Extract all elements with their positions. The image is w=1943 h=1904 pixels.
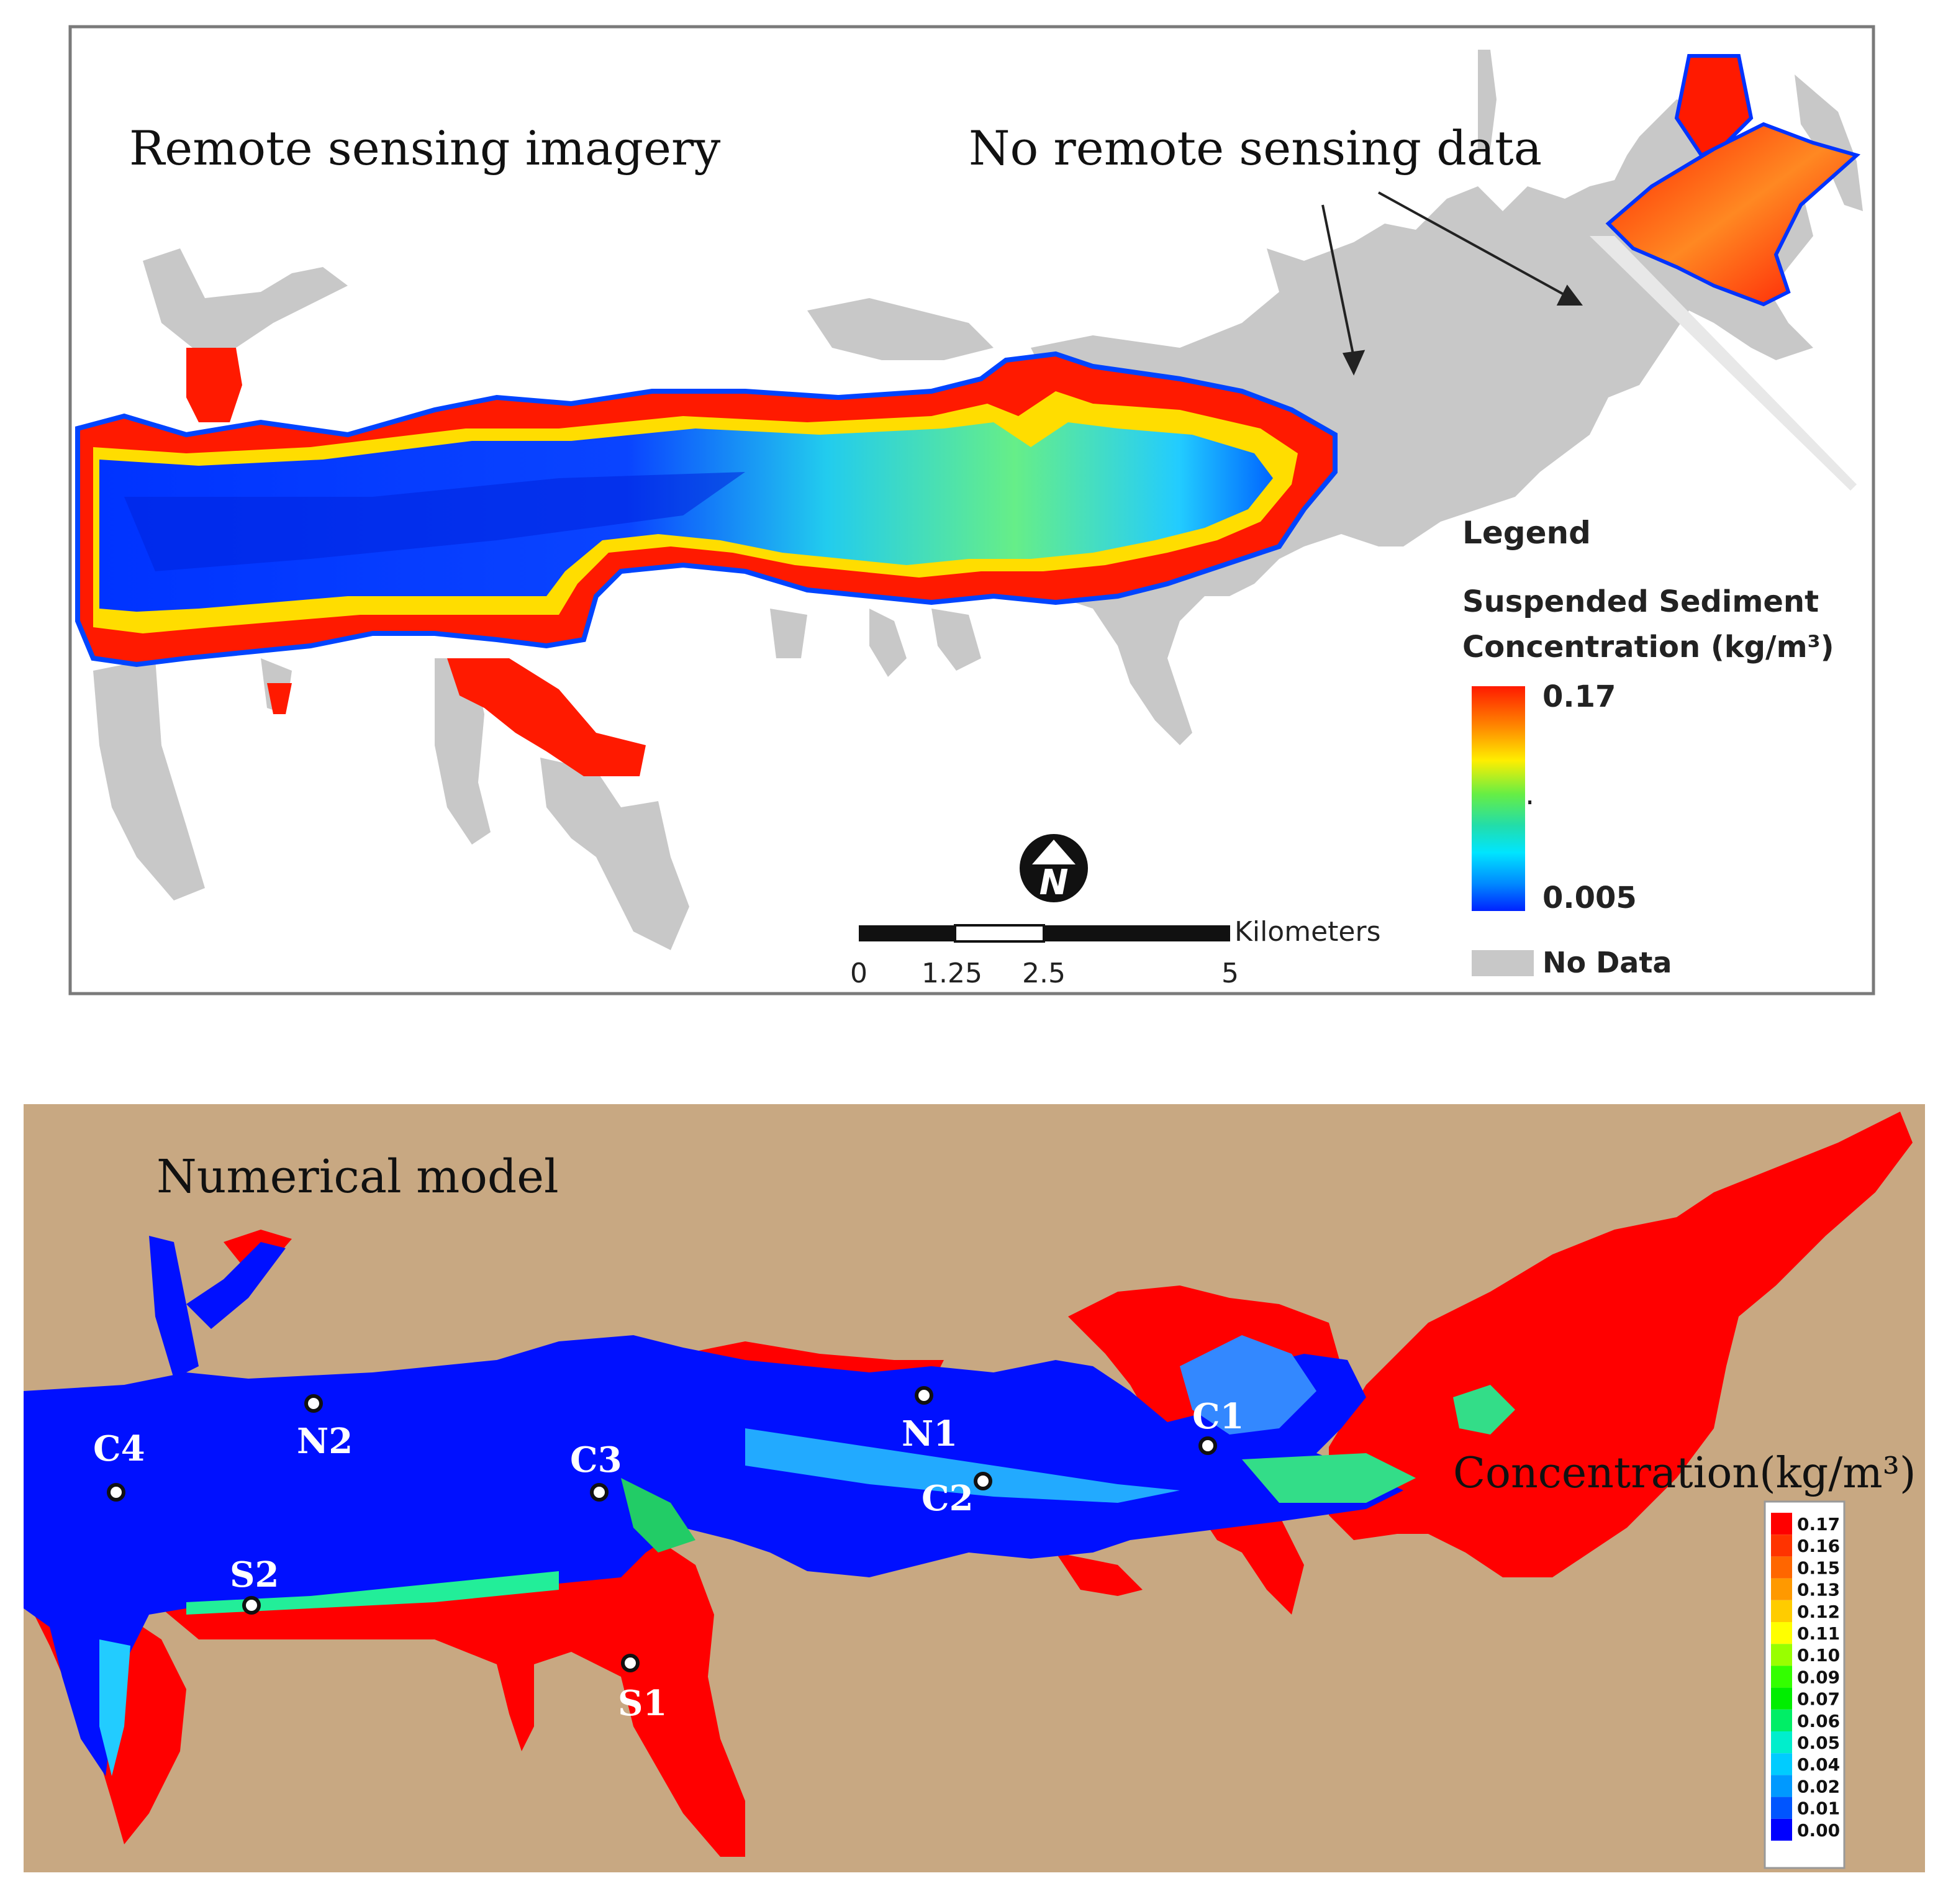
model-legend-swatch [1771,1709,1792,1731]
model-legend-swatch [1771,1775,1792,1797]
legend-subtitle-1: Suspended Sediment [1462,584,1819,619]
legend-heading: Legend [1462,515,1591,551]
remote-sensing-panel: Remote sensing imagery No remote sensing… [68,25,1875,995]
station-n1: N1 [902,1386,958,1454]
model-legend-label: 0.12 [1797,1602,1840,1622]
numerical-model-panel: Numerical model C4 N2 S2 C3 S1 [24,1104,1925,1872]
model-legend-swatch [1771,1622,1792,1644]
station-label: C4 [93,1428,145,1469]
model-legend-label: 0.04 [1797,1754,1840,1775]
model-legend-label: 0.11 [1797,1623,1840,1644]
station-markers: C4 N2 S2 C3 S1 N1 [93,1386,1244,1724]
station-label: S2 [230,1554,279,1595]
station-label: N2 [297,1421,353,1462]
model-legend-swatch [1771,1753,1792,1775]
station-label: N1 [902,1413,958,1454]
model-legend-swatch [1771,1535,1792,1557]
main-reach [75,351,1338,668]
no-data-annotation: No remote sensing data [969,120,1542,176]
legend-color-ramp [1472,686,1525,911]
model-legend-swatch [1771,1818,1792,1841]
model-legend-label: 0.06 [1797,1711,1840,1731]
legend-nodata-swatch [1472,950,1534,976]
legend-min: 0.005 [1542,881,1637,915]
scale-bar: Kilometers 0 1.25 2.5 5 [850,916,1381,989]
north-arrow-icon [1020,834,1088,902]
model-legend-swatch [1771,1666,1792,1688]
model-legend-swatch [1771,1600,1792,1622]
model-legend-swatch [1771,1797,1792,1819]
model-legend-swatch [1771,1556,1792,1579]
station-c4: C4 [93,1428,145,1502]
scale-tick-1: 1.25 [922,958,982,989]
north-arrow-letter: N [1039,863,1069,903]
high-concentration-zones [186,54,1861,776]
scale-bar-unit: Kilometers [1234,916,1381,948]
model-legend-swatch [1771,1578,1792,1600]
north-arrow: N [1020,834,1088,903]
model-legend-entries: 0.170.160.150.130.120.110.100.090.070.06… [1771,1513,1840,1841]
model-legend: Concentration(kg/m³) 0.170.160.150.130.1… [1453,1449,1916,1869]
model-legend-label: 0.00 [1797,1820,1840,1841]
station-c1: C1 [1192,1396,1244,1455]
model-legend-label: 0.07 [1797,1689,1840,1710]
model-legend-swatch [1771,1644,1792,1666]
station-label: C3 [570,1439,622,1480]
station-label: C2 [922,1478,974,1519]
station-c3: C3 [570,1439,622,1502]
panel-title: Remote sensing imagery [129,120,720,176]
model-legend-label: 0.13 [1797,1580,1840,1600]
scale-tick-2: 2.5 [1022,958,1066,989]
station-label: C1 [1192,1396,1244,1437]
station-s1: S1 [618,1654,667,1724]
model-legend-swatch [1771,1513,1792,1535]
station-s2: S2 [230,1554,279,1615]
model-legend-label: 0.09 [1797,1667,1840,1687]
legend: Legend Suspended Sediment Concentration … [1462,515,1834,979]
legend-mid: . [1525,777,1534,812]
model-legend-label: 0.02 [1797,1776,1840,1797]
model-water-body [24,1236,1515,1776]
model-legend-title: Concentration(kg/m³) [1453,1449,1916,1498]
model-legend-label: 0.05 [1797,1733,1840,1753]
legend-subtitle-2: Concentration (kg/m³) [1462,630,1834,664]
station-c2: C2 [922,1472,992,1519]
scale-tick-3: 5 [1221,958,1239,989]
station-label: S1 [618,1683,667,1724]
no-data-region [93,50,1863,950]
scale-tick-0: 0 [850,958,867,989]
legend-nodata: No Data [1542,946,1672,979]
model-legend-swatch [1771,1687,1792,1710]
station-n2: N2 [297,1394,353,1462]
model-legend-swatch [1771,1731,1792,1754]
model-legend-label: 0.15 [1797,1557,1840,1578]
model-panel-title: Numerical model [156,1150,559,1204]
model-legend-label: 0.17 [1797,1514,1840,1535]
annotation-arrows [1321,191,1583,376]
model-legend-label: 0.10 [1797,1645,1840,1666]
legend-max: 0.17 [1542,679,1616,714]
model-legend-label: 0.01 [1797,1798,1840,1819]
model-legend-label: 0.16 [1797,1536,1840,1556]
